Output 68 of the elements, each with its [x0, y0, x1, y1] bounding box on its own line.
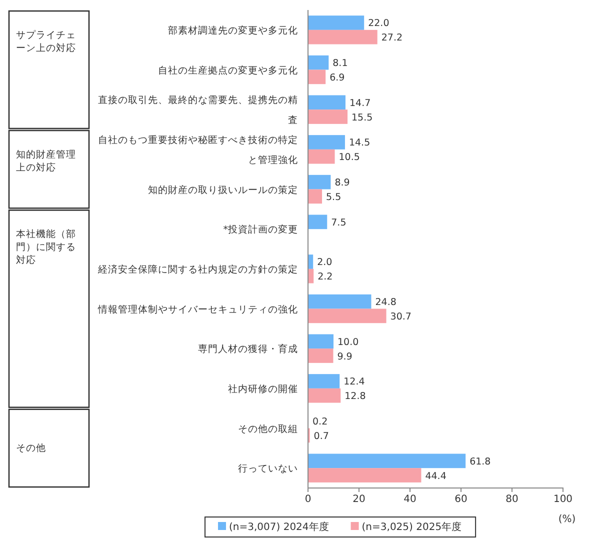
data-label: 5.5	[326, 192, 342, 203]
legend-label: (n=3,007) 2024年度	[229, 521, 329, 533]
y-tick-label: 直接の取引先、最終的な需要先、提携先の精査	[98, 94, 298, 126]
data-label: 15.5	[352, 112, 373, 124]
y-tick-label: 経済安全保障に関する社内規定の方針の策定	[97, 263, 298, 276]
text: 本社機能（部門）に関する対応	[16, 228, 76, 266]
data-label: 22.0	[368, 18, 390, 30]
bar	[308, 70, 326, 84]
y-tick-label: *投資計画の変更	[223, 224, 298, 236]
bar	[308, 149, 335, 164]
bar	[308, 30, 378, 44]
data-label: 7.5	[331, 217, 346, 228]
bar	[308, 214, 328, 230]
bar	[308, 454, 466, 468]
text: その他	[16, 442, 46, 454]
data-label: 44.4	[425, 470, 446, 482]
data-label: 0.7	[314, 430, 329, 442]
x-axis-title: (%)	[558, 514, 576, 525]
y-tick-label: 知的財産の取り扱いルールの策定	[148, 184, 298, 196]
text: サプライチェーン上の対応	[16, 29, 76, 54]
bar	[308, 16, 364, 30]
bar	[308, 374, 340, 388]
bar	[308, 268, 314, 284]
data-label: 30.7	[390, 311, 412, 322]
bar	[308, 110, 348, 124]
text: 知的財産管理上の対応	[16, 148, 76, 174]
x-tick-label: 80	[506, 494, 518, 506]
y-tick-label: 専門人材の獲得・育成	[198, 343, 298, 356]
bar	[308, 55, 329, 70]
data-label: 24.8	[375, 297, 396, 308]
data-label: 12.4	[344, 376, 365, 388]
data-label: 27.2	[381, 32, 403, 44]
data-label: 0.2	[312, 416, 328, 428]
data-label: 10.5	[338, 152, 360, 164]
y-tick-label: 部素材調達先の変更や多元化	[168, 24, 298, 36]
x-tick-label: 40	[404, 494, 416, 506]
data-label: 14.7	[349, 98, 371, 109]
data-label: 2.2	[318, 272, 333, 283]
bar	[308, 294, 372, 309]
y-tick-label: 行っていない	[238, 464, 298, 475]
legend-label: (n=3,025) 2025年度	[362, 521, 462, 533]
y-tick-label: 自社のもつ重要技術や秘匿すべき技術の特定と管理強化	[98, 134, 298, 166]
y-tick-label: 社内研修の開催	[228, 382, 298, 395]
data-label: 61.8	[470, 456, 491, 468]
data-label: 8.1	[332, 58, 348, 70]
bar	[308, 189, 322, 204]
data-label: 2.0	[317, 257, 332, 268]
y-tick-label: その他の取組	[238, 422, 298, 435]
bar	[308, 308, 386, 324]
y-tick-label: 情報管理体制やサイバーセキュリティの強化	[97, 303, 298, 316]
y-tick-label: 自社の生産拠点の変更や多元化	[158, 64, 298, 76]
x-tick-label: 60	[454, 494, 468, 506]
data-label: 9.9	[337, 351, 352, 362]
data-label: 6.9	[330, 72, 345, 84]
bar	[308, 348, 334, 363]
data-label: 10.0	[338, 336, 359, 348]
bar	[308, 388, 341, 403]
bar	[308, 95, 346, 110]
data-label: 14.5	[348, 138, 370, 149]
bar	[308, 468, 422, 482]
bar	[308, 135, 345, 150]
x-tick-label: 0	[304, 494, 312, 506]
data-label: 12.8	[344, 391, 366, 402]
x-tick-label: 20	[352, 494, 366, 506]
x-tick-label: 100	[553, 494, 573, 506]
bar	[308, 334, 334, 349]
data-label: 8.9	[334, 178, 350, 189]
bar	[308, 174, 331, 190]
